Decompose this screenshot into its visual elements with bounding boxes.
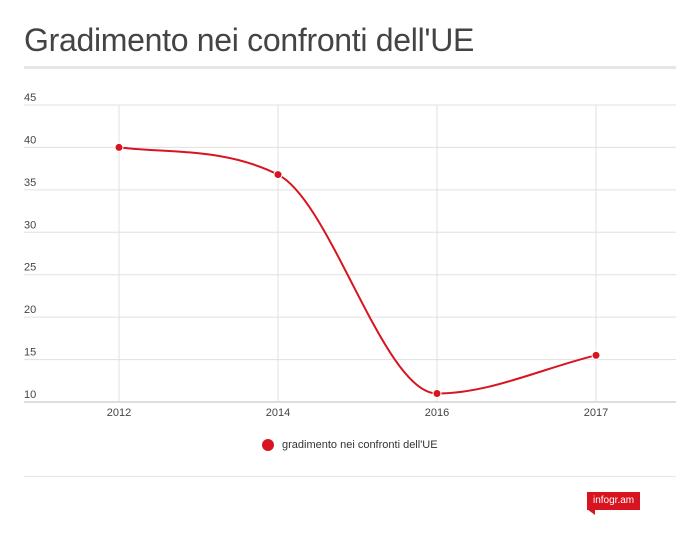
legend-label: gradimento nei confronti dell'UE	[282, 439, 438, 451]
y-tick-label: 25	[24, 262, 36, 274]
y-axis-ticks: 10 15 20 25 30 35 40 45	[24, 92, 36, 401]
line-chart: 10 15 20 25 30 35 40 45 2012 2014 2016 2017	[24, 92, 676, 419]
x-tick-label: 2017	[584, 407, 608, 419]
y-tick-label: 45	[24, 92, 36, 104]
y-tick-label: 15	[24, 347, 36, 359]
data-points	[114, 142, 601, 399]
brand-tail-icon	[587, 509, 595, 515]
legend-marker-icon	[262, 439, 274, 451]
data-point	[114, 142, 124, 152]
y-tick-label: 35	[24, 177, 36, 189]
brand-badge[interactable]: infogr.am	[587, 492, 641, 515]
legend[interactable]: gradimento nei confronti dell'UE	[262, 439, 438, 451]
x-tick-label: 2014	[266, 407, 290, 419]
series-lines	[118, 146, 597, 395]
chart-title: Gradimento nei confronti dell'UE	[24, 22, 475, 58]
x-tick-label: 2016	[425, 407, 449, 419]
y-tick-label: 20	[24, 304, 36, 316]
y-tick-label: 40	[24, 134, 36, 146]
x-axis-ticks: 2012 2014 2016 2017	[107, 407, 608, 419]
data-point	[432, 389, 442, 399]
data-point	[273, 170, 283, 180]
brand-label: infogr.am	[593, 495, 635, 506]
title-divider	[24, 66, 676, 69]
grid-lines	[24, 104, 676, 403]
series-line	[118, 146, 597, 395]
data-point	[591, 350, 601, 360]
y-tick-label: 10	[24, 389, 36, 401]
footer-divider	[24, 476, 676, 477]
y-tick-label: 30	[24, 219, 36, 231]
x-tick-label: 2012	[107, 407, 131, 419]
